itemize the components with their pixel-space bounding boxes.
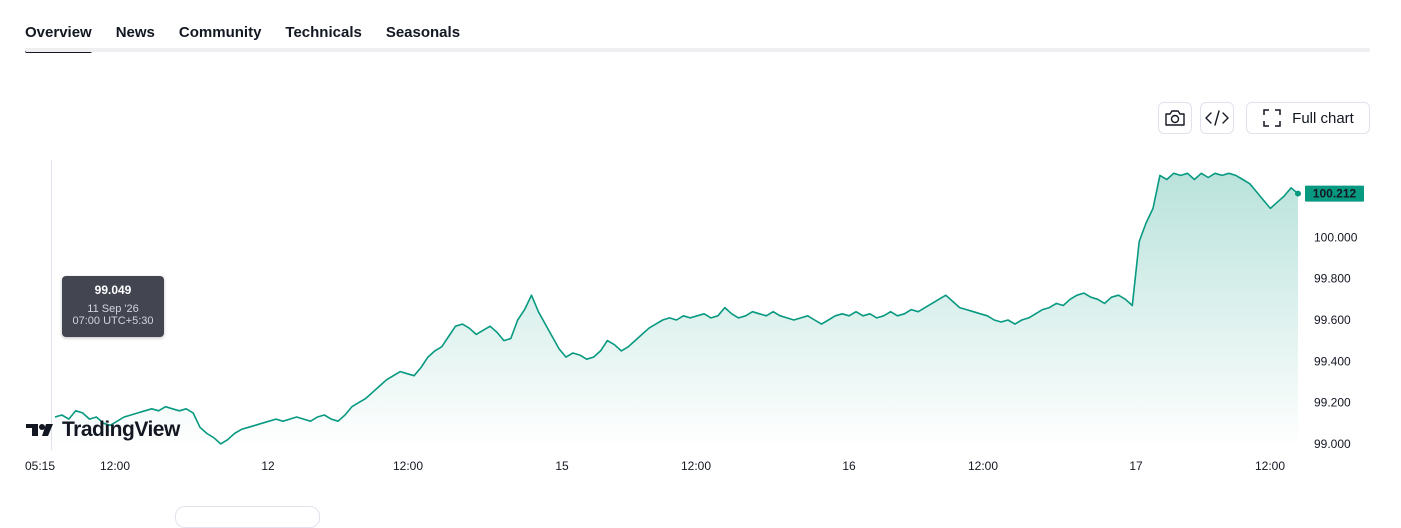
tab-seasonals[interactable]: Seasonals: [385, 24, 461, 41]
full-chart-button[interactable]: Full chart: [1246, 102, 1370, 134]
x-tick-label: 17: [1129, 459, 1143, 473]
x-tick-label: 16: [842, 459, 856, 473]
price-area: [55, 173, 1298, 449]
tab-news[interactable]: News: [115, 24, 155, 41]
tab-bar: Overview News Community Technicals Seaso…: [25, 16, 484, 53]
y-tick-label: 99.600: [1314, 313, 1351, 327]
fullscreen-icon: [1263, 109, 1281, 127]
x-axis: 05:15 12:00 12 12:00 15 12:00 16 12:00 17 12:00: [25, 459, 1285, 473]
y-tick-label: 100.000: [1314, 230, 1358, 244]
tooltip-time: 07:00 UTC+5:30: [72, 315, 154, 327]
tab-community[interactable]: Community: [178, 24, 262, 41]
y-tick-label: 99.200: [1314, 396, 1351, 410]
embed-button[interactable]: [1200, 102, 1234, 134]
bottom-pill-button[interactable]: [175, 506, 320, 528]
x-tick-label: 05:15: [25, 459, 55, 473]
full-chart-label: Full chart: [1292, 109, 1354, 127]
x-tick-label: 15: [555, 459, 569, 473]
x-tick-label: 12:00: [100, 459, 130, 473]
x-tick-label: 12:00: [393, 459, 423, 473]
tooltip-value: 99.049: [94, 283, 132, 297]
last-price-value: 100.212: [1313, 187, 1357, 201]
tabs-divider: [25, 48, 1370, 52]
price-line: [54, 172, 1299, 445]
y-tick-label: 99.400: [1314, 354, 1351, 368]
x-tick-label: 12: [261, 459, 275, 473]
tab-overview[interactable]: Overview: [25, 16, 92, 53]
logo-text: TradingView: [62, 418, 180, 441]
x-tick-label: 12:00: [968, 459, 998, 473]
y-axis: 100.000 99.800 99.600 99.400 99.200 99.000: [1314, 230, 1358, 451]
x-tick-label: 12:00: [1255, 459, 1285, 473]
last-price-dot: [1295, 190, 1301, 197]
y-tick-label: 99.800: [1314, 272, 1351, 286]
camera-icon: [1165, 110, 1185, 126]
price-chart[interactable]: 100.000 99.800 99.600 99.400 99.200 99.000 05…: [0, 150, 1401, 480]
x-tick-label: 12:00: [681, 459, 711, 473]
hover-tooltip: 99.049 11 Sep '26 07:00 UTC+5:30: [62, 276, 164, 337]
last-price-label: 100.212: [1305, 185, 1364, 202]
tradingview-logo-icon: [26, 424, 53, 436]
y-tick-label: 99.000: [1314, 437, 1351, 451]
code-icon: [1205, 110, 1229, 126]
tradingview-logo[interactable]: TradingView: [26, 418, 180, 442]
snapshot-button[interactable]: [1158, 102, 1192, 134]
tooltip-date: 11 Sep '26: [87, 303, 139, 315]
tab-technicals[interactable]: Technicals: [285, 24, 362, 41]
